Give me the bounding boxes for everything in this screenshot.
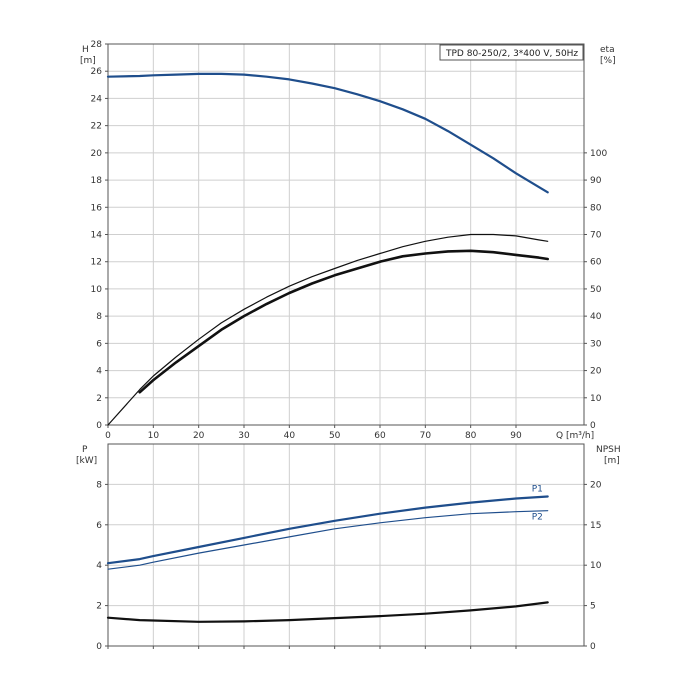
bottom-y-left-tick-label: 2 bbox=[96, 602, 102, 612]
y-right-label-line1: eta bbox=[600, 45, 615, 55]
bottom-y-left-tick-label: 0 bbox=[96, 642, 102, 652]
top-y-left-tick-label: 4 bbox=[96, 367, 102, 377]
bottom-y-right-tick-label: 5 bbox=[590, 602, 596, 612]
bottom-y-left-tick-label: 8 bbox=[96, 480, 102, 490]
top-y-right-tick-label: 50 bbox=[590, 285, 602, 295]
top-y-left-tick-label: 0 bbox=[96, 421, 102, 431]
top-series-line-1 bbox=[107, 233, 549, 426]
top-y-left-tick-label: 18 bbox=[91, 176, 103, 186]
y-left-label-line2-bottom: [kW] bbox=[76, 456, 97, 466]
top-y-left-tick-label: 12 bbox=[91, 258, 102, 268]
x-tick-label: 0 bbox=[105, 431, 111, 441]
x-tick-label: 50 bbox=[329, 431, 341, 441]
top-y-left-tick-label: 14 bbox=[91, 231, 103, 241]
top-series bbox=[106, 72, 550, 426]
bottom-series: P1 P2 bbox=[106, 485, 549, 623]
power-npsh-panel: P [kW] NPSH [m] 0 2 4 6 8 0 5 10 15 20 P1 P2 bbox=[76, 443, 621, 652]
x-axis-label: Q [m³/h] bbox=[556, 431, 594, 441]
x-tick-label: 80 bbox=[465, 431, 477, 441]
top-y-left-tick-label: 8 bbox=[96, 312, 102, 322]
top-y-right-tick-label: 40 bbox=[590, 312, 602, 322]
y-right-label-line1-bottom: NPSH bbox=[596, 445, 621, 455]
bottom-y-right-tick-label: 20 bbox=[590, 480, 602, 490]
x-tick-label: 90 bbox=[510, 431, 522, 441]
top-y-left-tick-label: 20 bbox=[91, 149, 103, 159]
top-y-right-tick-label: 20 bbox=[590, 367, 602, 377]
y-left-label-line1: H bbox=[82, 45, 89, 55]
series-label-p2: P2 bbox=[532, 513, 543, 523]
x-tick-label: 20 bbox=[193, 431, 205, 441]
top-y-left-tick-label: 2 bbox=[96, 394, 102, 404]
top-y-right-tick-label: 10 bbox=[590, 394, 602, 404]
title-box: TPD 80-250/2, 3*400 V, 50Hz bbox=[439, 44, 584, 61]
top-series-line-0 bbox=[106, 72, 549, 194]
bottom-series-line-p2 bbox=[107, 510, 549, 570]
bottom-y-left-tick-label: 6 bbox=[96, 521, 102, 531]
y-right-label-line2: [%] bbox=[600, 56, 616, 66]
top-y-right-tick-label: 0 bbox=[590, 421, 596, 431]
top-series-line-2 bbox=[138, 249, 550, 394]
bottom-y-right-tick-label: 15 bbox=[590, 521, 601, 531]
bottom-y-right-tick-label: 10 bbox=[590, 561, 602, 571]
title-box-frame bbox=[439, 44, 584, 61]
top-y-left-tick-label: 6 bbox=[96, 339, 102, 349]
top-y-left-tick-label: 26 bbox=[91, 67, 103, 77]
top-y-right-tick-label: 80 bbox=[590, 203, 602, 213]
x-tick-label: 60 bbox=[374, 431, 386, 441]
x-tick-label: 30 bbox=[238, 431, 250, 441]
x-tick-label: 40 bbox=[284, 431, 296, 441]
top-y-left-tick-label: 22 bbox=[91, 122, 102, 132]
top-y-left-tick-label: 10 bbox=[91, 285, 103, 295]
top-y-right-tick-label: 30 bbox=[590, 339, 602, 349]
bottom-y-left-tick-label: 4 bbox=[96, 561, 102, 571]
bottom-y-right-tick-label: 0 bbox=[590, 642, 596, 652]
bottom-ticks: 0 2 4 6 8 0 5 10 15 20 bbox=[96, 480, 601, 652]
top-y-right-tick-label: 90 bbox=[590, 176, 602, 186]
y-right-label-line2-bottom: [m] bbox=[604, 456, 620, 466]
y-left-label-line2: [m] bbox=[80, 56, 96, 66]
bottom-series-line-p1 bbox=[106, 495, 549, 565]
top-y-right-tick-label: 100 bbox=[590, 149, 607, 159]
x-tick-label: 70 bbox=[420, 431, 432, 441]
chart-title: TPD 80-250/2, 3*400 V, 50Hz bbox=[445, 49, 578, 59]
top-y-left-tick-label: 16 bbox=[91, 203, 103, 213]
top-ticks: 0 10 20 30 40 50 60 70 80 90024681012141618202224… bbox=[91, 40, 608, 441]
top-y-right-tick-label: 70 bbox=[590, 231, 602, 241]
bottom-series-line-2 bbox=[106, 601, 549, 623]
y-left-label-line1-bottom: P bbox=[82, 445, 88, 455]
top-y-left-tick-label: 28 bbox=[91, 40, 103, 50]
bottom-grid bbox=[108, 444, 584, 646]
top-y-left-tick-label: 24 bbox=[91, 94, 103, 104]
x-tick-label: 10 bbox=[148, 431, 160, 441]
top-y-right-tick-label: 60 bbox=[590, 258, 602, 268]
series-label-p1: P1 bbox=[532, 485, 543, 495]
bottom-plot-frame bbox=[107, 443, 585, 647]
head-efficiency-panel: TPD 80-250/2, 3*400 V, 50Hz H [m] eta [%… bbox=[80, 40, 616, 441]
